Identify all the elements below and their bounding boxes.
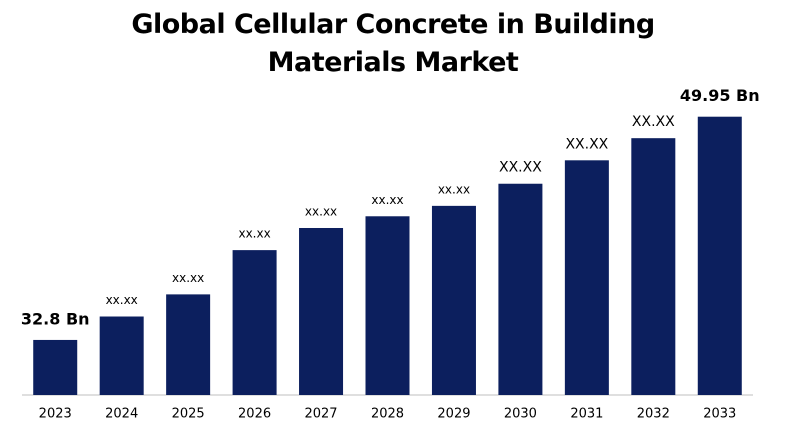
bar	[697, 116, 742, 396]
x-tick-label: 2024	[105, 407, 138, 422]
x-tick-label: 2027	[304, 407, 337, 422]
value-label: XX.XX	[632, 114, 675, 130]
x-tick-label: 2023	[39, 407, 72, 422]
bar	[99, 316, 144, 395]
x-tick-label: 2030	[504, 407, 537, 422]
x-tick-label: 2026	[238, 407, 271, 422]
value-label: xx.xx	[106, 293, 138, 307]
bar	[33, 339, 78, 395]
bar	[564, 160, 609, 395]
x-tick-label: 2029	[437, 407, 470, 422]
value-label: XX.XX	[499, 160, 542, 176]
value-label: XX.XX	[565, 136, 608, 152]
value-label: 49.95 Bn	[680, 86, 760, 105]
bar	[232, 250, 277, 395]
bar	[166, 294, 211, 395]
x-tick-label: 2032	[637, 407, 670, 422]
value-label: xx.xx	[371, 193, 403, 207]
value-label: xx.xx	[238, 227, 270, 241]
value-label: 32.8 Bn	[21, 309, 90, 328]
value-label: xx.xx	[305, 204, 337, 218]
bar	[365, 216, 410, 395]
x-tick-label: 2028	[371, 407, 404, 422]
x-tick-label: 2033	[703, 407, 736, 422]
value-label: xx.xx	[172, 271, 204, 285]
chart-title: Global Cellular Concrete in Building Mat…	[131, 9, 655, 78]
bar	[631, 138, 676, 395]
x-tick-label: 2025	[172, 407, 205, 422]
bar	[431, 205, 476, 395]
bar	[498, 183, 543, 395]
value-label: xx.xx	[438, 182, 470, 196]
bar	[299, 227, 344, 395]
x-tick-label: 2031	[570, 407, 603, 422]
